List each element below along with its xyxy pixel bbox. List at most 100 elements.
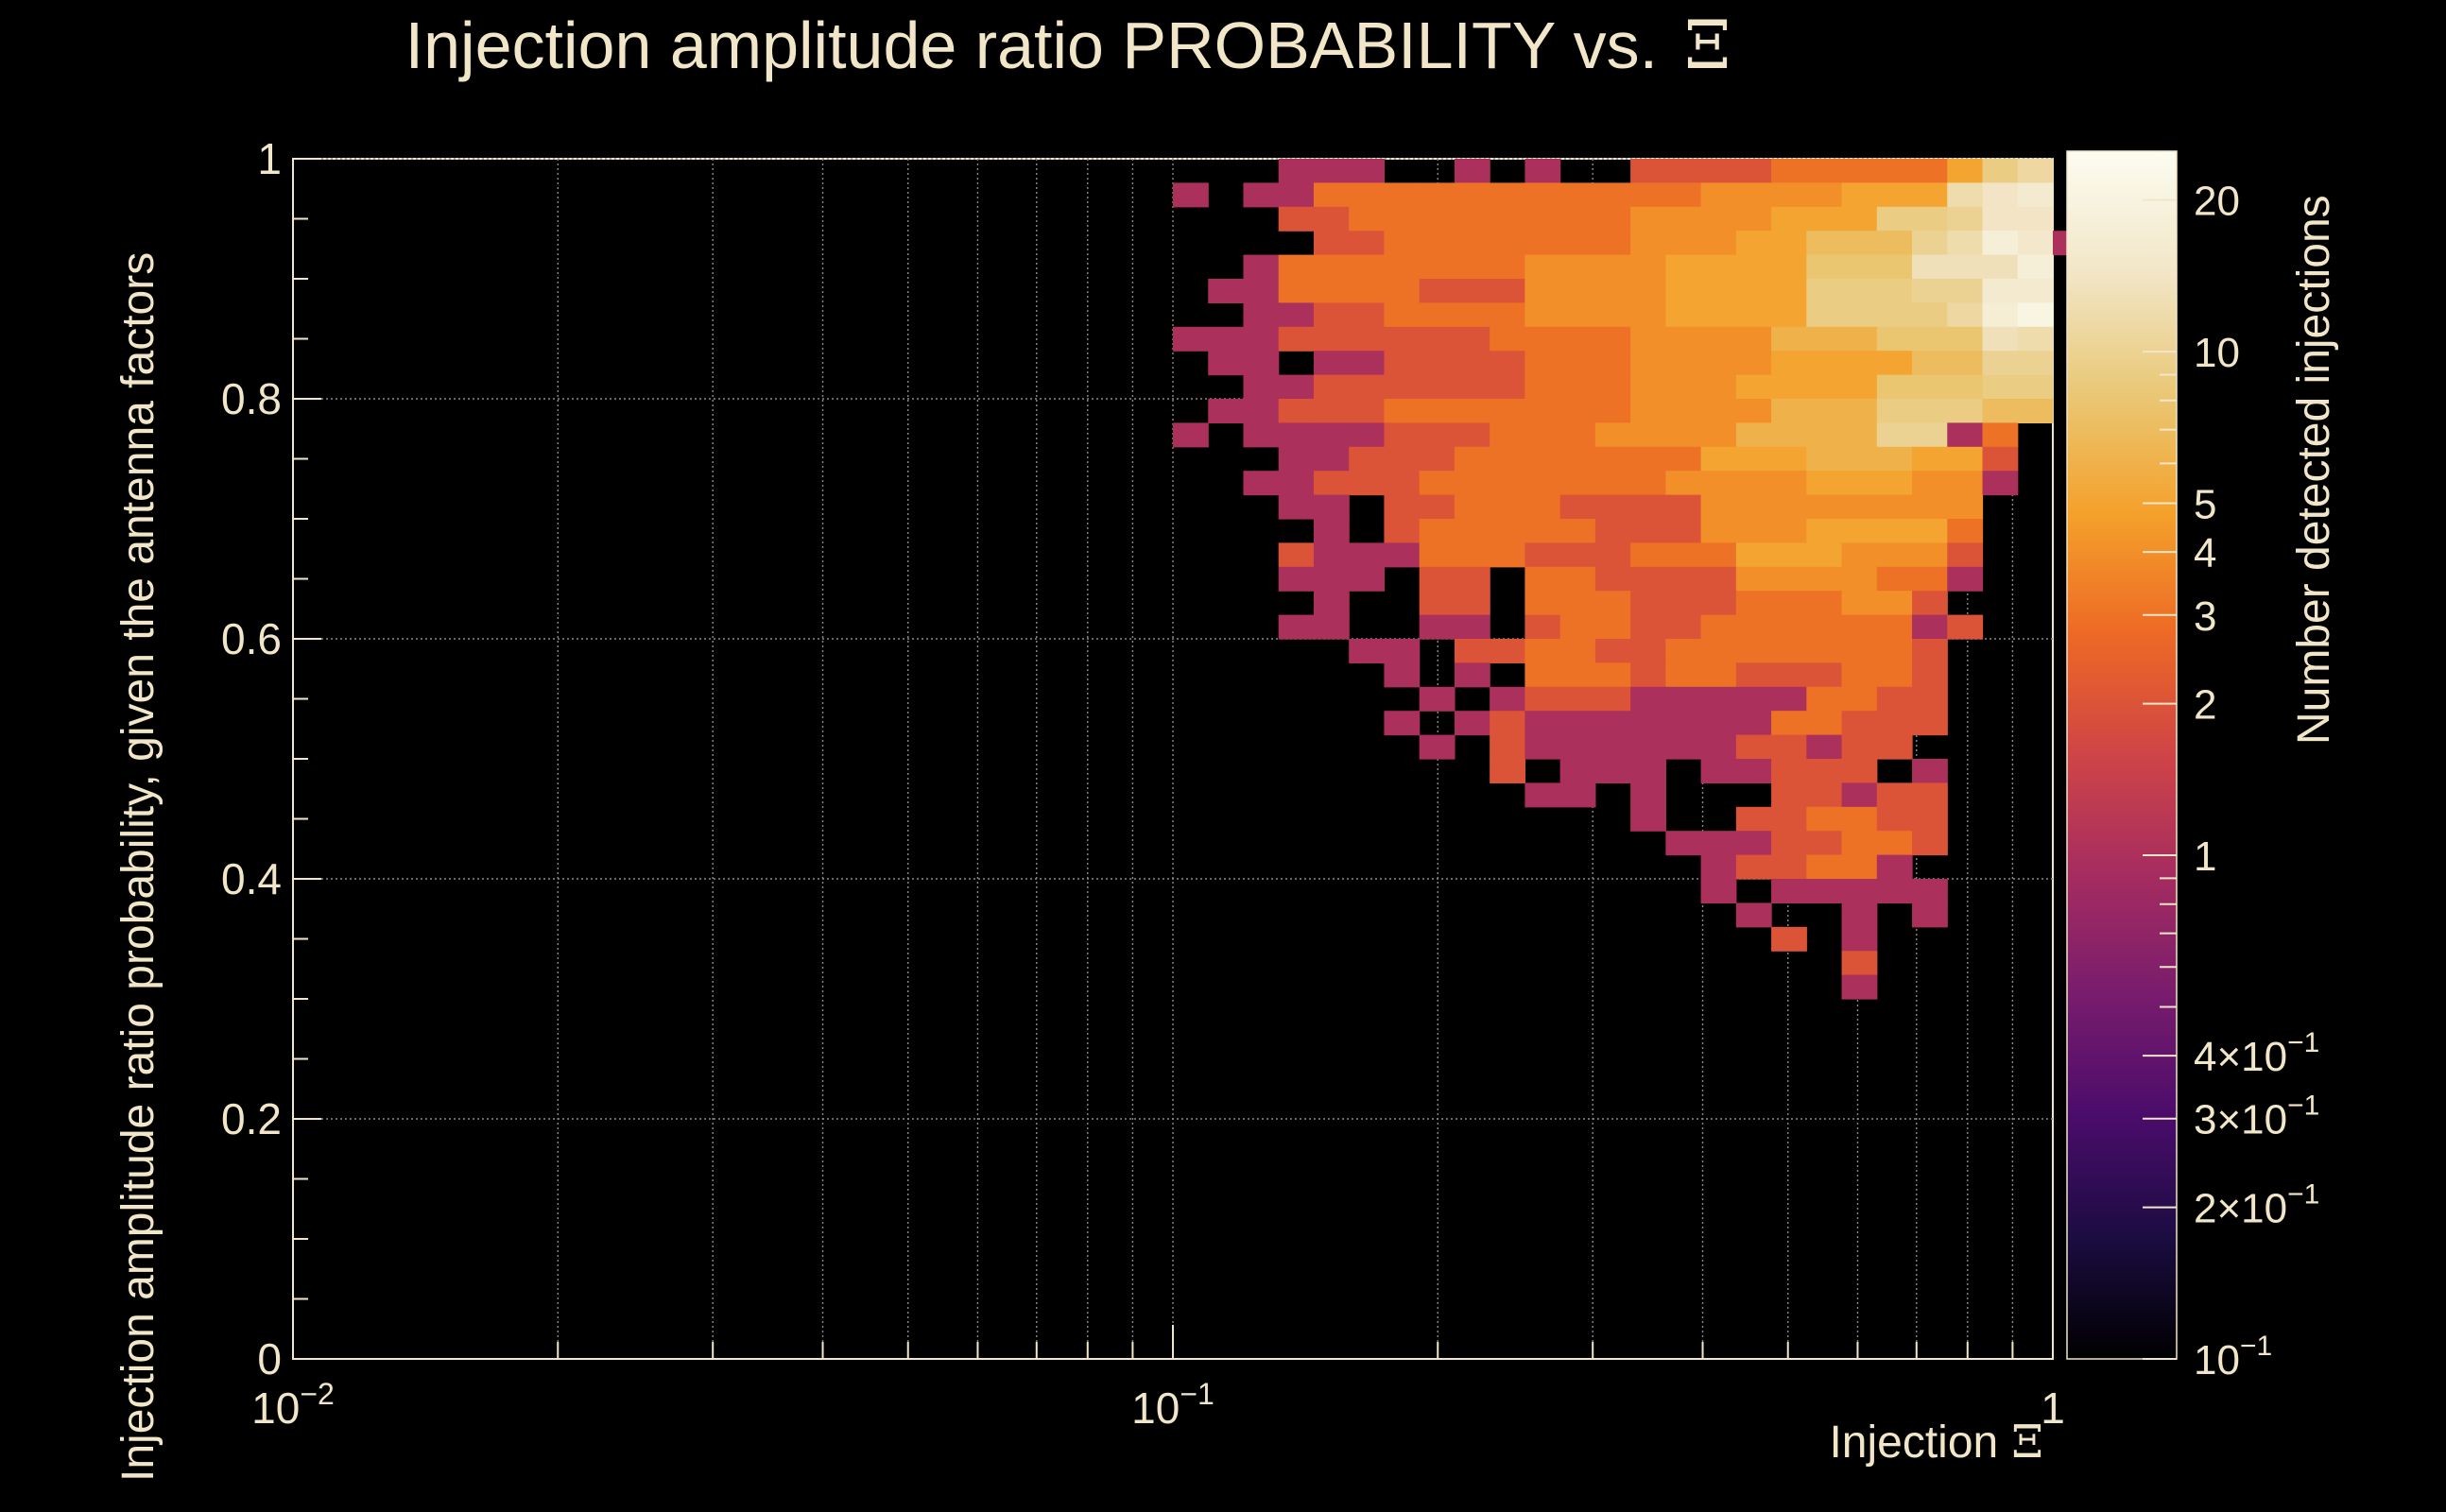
heatmap-cell [1982,471,2019,496]
heatmap-cell [1278,326,1350,352]
heatmap-cell [1349,326,1490,352]
heatmap-cell [1700,879,1737,903]
colorbar-tick-label: 2 [2194,682,2216,729]
axis-ticks: 0 0.2 0.4 0.6 0.8 1 10−2 10−1 1 [221,134,2065,1433]
heatmap-cell [1735,422,1878,448]
heatmap-cell [1419,591,1490,616]
heatmap-cell [1313,231,1386,256]
heatmap-cell [1735,566,1878,592]
heatmap-cell [1278,446,1350,472]
heatmap-cell [1524,351,1631,376]
heatmap-cell [1630,326,1772,352]
heatmap-cell [1735,662,1843,688]
heatmap-cell [1947,542,1984,568]
heatmap-cell [1771,879,1843,903]
heatmap-cell [1208,399,1280,423]
heatmap-cell [1665,711,1772,736]
heatmap-cell [1947,182,1984,208]
heatmap-cell [1735,374,1878,400]
heatmap-cell [1982,279,2054,303]
title-xi-symbol: Ξ [1684,7,1731,84]
heatmap-cell [1278,159,1386,183]
heatmap-cell [1700,854,1737,880]
heatmap-cell [1982,399,2054,423]
heatmap-cell [1806,639,1913,663]
colorbar-tick-label: 5 [2194,482,2216,528]
heatmap-cell [1841,974,1878,1000]
x-tick-label: 10−1 [1131,1377,1214,1433]
heatmap-cell [1665,471,1807,496]
heatmap-cell [1912,902,1948,928]
heatmap-cell [1806,854,1878,880]
heatmap-cell [1841,782,1878,808]
heatmap-cell [1243,471,1315,496]
heatmap-cell [1912,279,1984,303]
chart-title: Injection amplitude ratio PROBABILITY vs… [405,7,1731,84]
heatmap-cell [1841,926,1878,952]
heatmap-cell [1524,302,1666,328]
heatmap-cell [1490,734,1525,760]
heatmap-cell [1313,591,1350,616]
heatmap-cell [1665,279,1807,303]
heatmap-cell [1876,422,1948,448]
heatmap-cell [1876,206,1948,232]
heatmap-cell [1419,734,1456,760]
colorbar-tick-label: 4×10−1 [2194,1027,2319,1080]
heatmap-cell [1630,374,1737,400]
heatmap-cell [1313,422,1386,448]
heatmap-cell [1665,302,1807,328]
heatmap-cell [1876,399,1984,423]
heatmap-cell [1806,686,1878,712]
heatmap-cell [1524,279,1666,303]
heatmap-cell [1630,806,1666,832]
heatmap-cell [1947,422,1984,448]
heatmap-cell [1982,351,2054,376]
heatmap-cell [1313,302,1386,328]
heatmap-cell [1384,519,1421,543]
heatmap-cell [1349,639,1421,663]
heatmap-cell [1982,206,2054,232]
heatmap-cell [1173,182,1209,208]
heatmap-cell [1806,734,1843,760]
heatmap-cell [1806,806,1878,832]
x-tick-label: 1 [2041,1383,2065,1433]
heatmap-cell [1313,519,1350,543]
heatmap-cell [1278,542,1315,568]
y-tick-label: 1 [257,134,282,183]
heatmap-cell [1806,446,1913,472]
heatmap-cell [1982,446,2019,472]
heatmap-cell [1771,206,1878,232]
heatmap-cell [1278,279,1421,303]
heatmap-cell [1912,782,1948,808]
heatmap-cell [1665,831,1772,856]
heatmap-cell [1771,711,1843,736]
heatmap-cell [1735,902,1772,928]
colorbar-tick-label: 3 [2194,593,2216,640]
heatmap-cell [1630,542,1737,568]
heatmap-cell [1630,231,1737,256]
heatmap-cell [1173,326,1245,352]
heatmap-cell [1806,254,1913,280]
heatmap-cell [1384,302,1525,328]
heatmap-cell [1630,614,1702,640]
heatmap-cell [1982,422,2019,448]
heatmap-cell [1876,686,1948,712]
heatmap-cell [1700,446,1807,472]
heatmap-cell [1876,566,1948,592]
heatmap-cell [1208,351,1280,376]
heatmap-cell [1982,182,2019,208]
heatmap-cell [1771,926,1807,952]
heatmap-cell [1700,759,1772,783]
heatmap-cell [1278,494,1350,520]
heatmap-cell [1243,374,1315,400]
heatmap-cell [1524,159,1561,183]
heatmap-cell [1243,254,1280,280]
heatmap-cell [1490,399,1631,423]
heatmap-cell [1735,591,1843,616]
heatmap-cell [1771,399,1878,423]
heatmap-cell [1454,711,1490,736]
heatmap-cell [1841,662,1913,688]
y-tick-label: 0.8 [221,374,282,423]
heatmap-cell [1841,879,1913,903]
